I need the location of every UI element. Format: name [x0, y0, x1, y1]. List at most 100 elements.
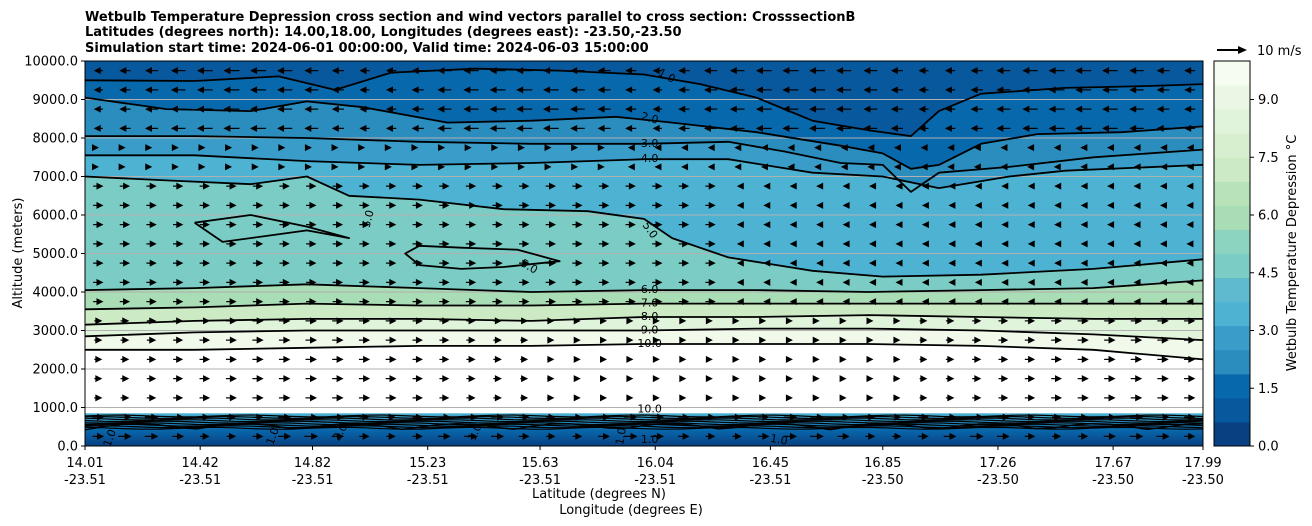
wind-vector — [1107, 259, 1115, 267]
wind-vector — [1077, 317, 1089, 325]
wind-vector — [226, 413, 237, 421]
wind-vector — [518, 432, 530, 440]
wind-vector — [597, 144, 605, 152]
wind-vector — [437, 86, 452, 94]
wind-vector — [279, 201, 290, 209]
wind-vector — [1054, 182, 1062, 190]
wind-vector — [572, 413, 583, 421]
wind-vector — [144, 86, 159, 94]
wind-vector — [1130, 355, 1143, 363]
wind-vector — [782, 124, 799, 132]
wind-vector — [519, 221, 530, 229]
wind-vector — [597, 86, 611, 94]
wind-vector — [571, 144, 579, 152]
x-tick-label-lat: 17.67 — [1095, 456, 1132, 471]
wind-vector — [598, 221, 610, 229]
wind-vector — [1107, 221, 1115, 229]
wind-vector — [572, 182, 583, 190]
wind-vector — [783, 432, 798, 440]
x-tick-label-lat: 16.45 — [752, 456, 789, 471]
wind-vector — [1159, 182, 1167, 190]
wind-vector — [972, 375, 982, 383]
contour-label: 2.0 — [640, 110, 660, 127]
wind-vector — [119, 67, 131, 75]
wind-vector — [331, 105, 344, 113]
wind-vector — [863, 105, 878, 113]
wind-vector — [652, 201, 663, 209]
colorbar-label: Wetbulb Temperature Depression °C — [1285, 135, 1300, 372]
colorbar-segment — [1214, 133, 1250, 158]
wind-vector — [170, 67, 186, 75]
wind-vector — [252, 259, 264, 267]
wind-vector — [570, 86, 585, 94]
wind-vector — [948, 182, 956, 190]
wind-vector — [625, 201, 636, 209]
wind-vector — [890, 105, 903, 113]
wind-vector — [763, 221, 771, 229]
wind-vector — [492, 182, 503, 190]
wind-vector — [1156, 413, 1170, 421]
wind-vector — [571, 163, 579, 171]
wind-vector — [890, 86, 903, 94]
colorbar-tick-label: 9.0 — [1258, 93, 1279, 108]
wind-vector — [1107, 182, 1115, 190]
wind-vector — [463, 105, 479, 113]
colorbar-tick-label: 6.0 — [1258, 209, 1279, 224]
x-axis-label-latitude: Latitude (degrees N) — [532, 487, 666, 502]
wind-vector — [816, 259, 824, 267]
wind-vector — [252, 336, 264, 344]
wind-vector — [278, 144, 286, 152]
wind-vector — [359, 259, 370, 267]
wind-vector — [782, 67, 799, 75]
wind-vector — [225, 163, 233, 171]
wind-vector — [412, 182, 423, 190]
wind-vector — [492, 201, 503, 209]
wind-vector — [516, 105, 533, 113]
wind-vector — [545, 278, 557, 286]
wind-vector — [1104, 355, 1116, 363]
wind-vector — [626, 336, 634, 344]
wind-vector — [1024, 317, 1036, 325]
wind-vector — [519, 240, 530, 248]
wind-vector — [863, 86, 878, 94]
wind-vector — [306, 259, 317, 267]
wind-vector — [809, 86, 825, 94]
wind-vector — [1001, 201, 1009, 209]
contour-label: 5.0 — [360, 209, 377, 229]
wind-vector — [865, 432, 876, 440]
x-tick-label-lat: 16.85 — [864, 456, 901, 471]
wind-vector — [171, 144, 179, 152]
fill-band — [85, 136, 1203, 191]
wind-vector — [466, 394, 476, 402]
wind-vector — [789, 182, 797, 190]
wind-vector — [385, 298, 397, 306]
wind-vector — [170, 105, 186, 113]
wind-vector — [812, 317, 820, 325]
wind-vector — [439, 394, 450, 402]
wind-vector — [763, 298, 771, 306]
wind-vector — [359, 124, 370, 132]
wind-vector — [385, 124, 397, 132]
wind-vector — [810, 432, 824, 440]
wind-vector — [306, 240, 317, 248]
wind-vector — [842, 298, 850, 306]
surface-contour-line — [85, 423, 1203, 427]
wind-vector — [304, 124, 319, 132]
wind-vector — [1104, 336, 1116, 344]
wind-vector — [1027, 163, 1035, 171]
wind-vector — [277, 124, 293, 132]
wind-vector — [119, 124, 131, 132]
contour-line-4.0 — [85, 154, 1203, 189]
wind-vector — [93, 278, 104, 286]
wind-vector — [545, 240, 557, 248]
wind-vector — [1133, 221, 1141, 229]
wind-vector — [118, 144, 126, 152]
wind-vector — [921, 240, 929, 248]
wind-vector — [969, 432, 984, 440]
title-line-1: Wetbulb Temperature Depression cross sec… — [85, 10, 855, 25]
wind-vector — [892, 413, 902, 421]
wind-vector — [1022, 86, 1038, 94]
wind-vector — [305, 336, 318, 344]
wind-vector — [1080, 201, 1088, 209]
wind-vector — [837, 413, 850, 421]
